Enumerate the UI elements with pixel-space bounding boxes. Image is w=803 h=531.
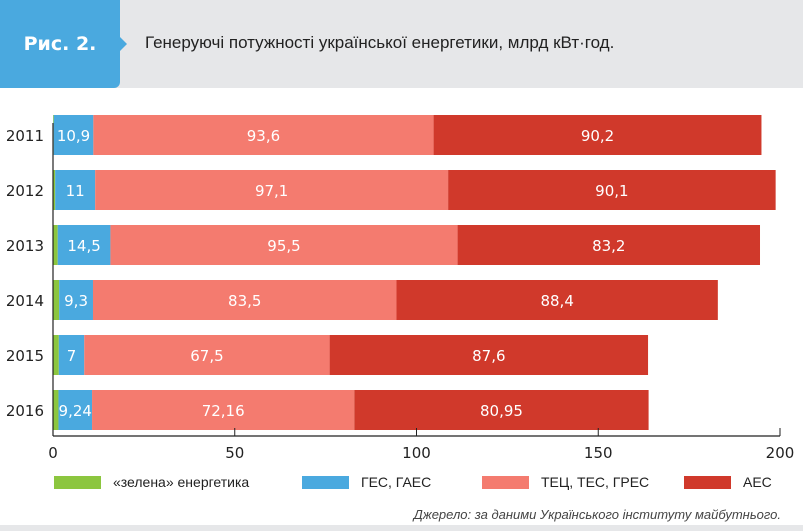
bar-segment — [59, 280, 93, 320]
bar-segment — [53, 225, 58, 265]
bar-segment — [57, 225, 111, 265]
figure-label: Рис. 2. — [0, 0, 127, 88]
bar-segment — [55, 170, 96, 210]
legend-swatch — [684, 475, 731, 489]
bar-segment — [457, 225, 761, 265]
data-label: 80,95 — [480, 402, 523, 420]
x-tick-label: 50 — [225, 444, 244, 462]
bar-segment — [53, 170, 56, 210]
legend-item-nuclear: АЕС — [684, 474, 772, 490]
bar-segment — [92, 280, 397, 320]
category-label: 2011 — [6, 127, 44, 145]
data-label: 83,5 — [228, 292, 261, 310]
bar-segment — [396, 280, 718, 320]
data-label: 10,9 — [57, 127, 90, 145]
bar-segment — [53, 335, 59, 375]
data-label: 67,5 — [190, 347, 223, 365]
legend-swatch — [482, 475, 529, 489]
category-label: 2013 — [6, 237, 44, 255]
category-label: 2014 — [6, 292, 44, 310]
legend-swatch — [54, 475, 101, 489]
bar-segment — [448, 170, 776, 210]
data-label: 90,1 — [595, 182, 628, 200]
data-label: 90,2 — [581, 127, 614, 145]
bar-segment — [110, 225, 458, 265]
data-label: 87,6 — [472, 347, 505, 365]
footer-band — [0, 525, 803, 531]
data-label: 11 — [66, 182, 85, 200]
data-label: 88,4 — [540, 292, 573, 310]
x-tick-label: 200 — [766, 444, 795, 462]
data-label: 9,3 — [64, 292, 88, 310]
bar-segment — [95, 170, 449, 210]
legend-item-thermal: ТЕЦ, ТЕС, ГРЕС — [482, 474, 649, 490]
source-note: Джерело: за даними Українського інститут… — [413, 507, 781, 522]
legend-item-green: «зелена» енергетика — [54, 474, 249, 490]
x-tick-label: 0 — [48, 444, 58, 462]
bar-segment — [93, 115, 434, 155]
bar-segment — [92, 390, 355, 430]
header-band — [0, 0, 803, 88]
bar-segment — [58, 390, 93, 430]
category-label: 2016 — [6, 402, 44, 420]
legend-item-hydro: ГЕС, ГАЕС — [302, 474, 431, 490]
category-label: 2012 — [6, 182, 44, 200]
bar-segment — [53, 280, 60, 320]
bar-segment — [433, 115, 762, 155]
data-label: 95,5 — [267, 237, 300, 255]
data-label: 93,6 — [247, 127, 280, 145]
data-label: 9,24 — [59, 402, 92, 420]
bar-segment — [354, 390, 649, 430]
data-label: 97,1 — [255, 182, 288, 200]
bar-segment — [53, 390, 59, 430]
x-tick-label: 150 — [584, 444, 613, 462]
legend-swatch — [302, 475, 349, 489]
x-tick-label: 100 — [402, 444, 431, 462]
data-label: 72,16 — [202, 402, 245, 420]
bar-segment — [329, 335, 649, 375]
category-label: 2015 — [6, 347, 44, 365]
data-label: 14,5 — [67, 237, 100, 255]
bar-segment — [58, 335, 85, 375]
bar-segment — [53, 115, 94, 155]
data-label: 83,2 — [592, 237, 625, 255]
bar-chart: 2011 10,9 93,6 90,2 2012 11 97,1 90,1 2013 14,5 95… — [6, 115, 795, 462]
chart-title: Генеруючі потужності української енергет… — [145, 33, 615, 52]
data-label: 7 — [67, 347, 77, 365]
bar-segment — [84, 335, 330, 375]
